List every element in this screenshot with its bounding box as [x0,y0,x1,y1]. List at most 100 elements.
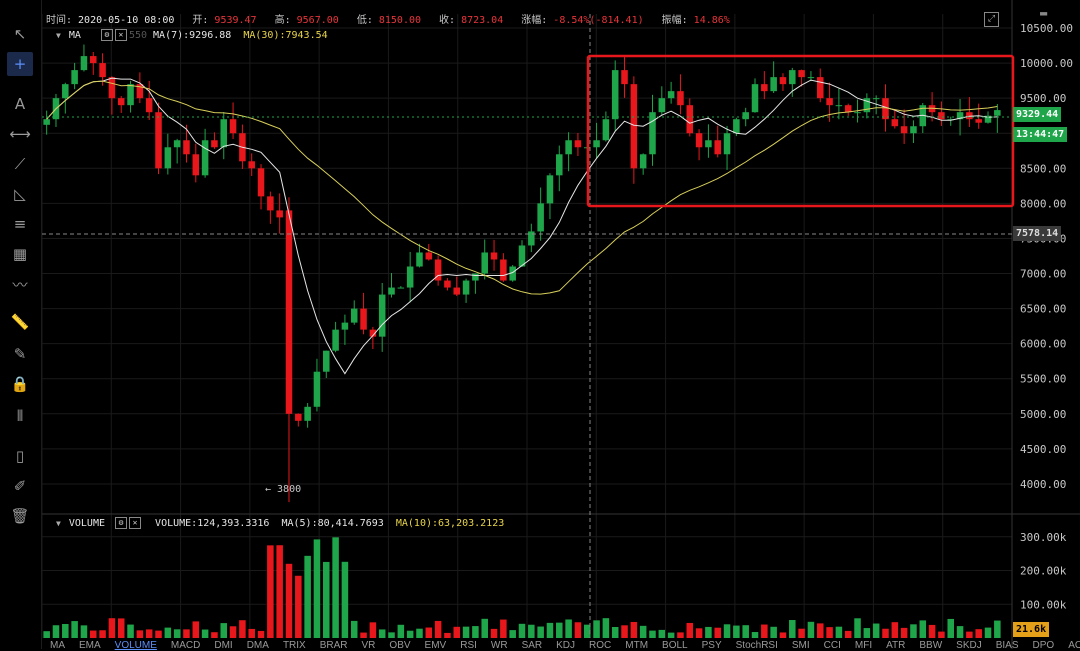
candle-body [863,98,871,113]
low-value: 8150.00 [378,15,422,26]
crosshair-icon[interactable]: + [7,52,33,76]
volume-bar [546,622,554,638]
tab-roc[interactable]: ROC [589,640,612,651]
candle-body [695,133,703,148]
triangle-icon[interactable]: ◺ [14,185,26,203]
collapse-arrow-icon[interactable]: ▼ [56,31,61,40]
candle-body [574,140,582,148]
tab-mtm[interactable]: MTM [625,640,649,651]
tab-atr[interactable]: ATR [886,640,906,651]
candle-body [416,252,423,267]
fib-grid-icon[interactable]: ▦ [12,245,28,263]
volume-bar [211,632,218,638]
volume-bar [313,539,321,638]
volume-bar [826,627,833,638]
ruler-icon[interactable]: 📏 [10,313,30,331]
candle-body [891,119,899,127]
tab-volume[interactable]: VOLUME [114,640,157,651]
measure-icon[interactable]: ⫴ [16,407,24,425]
candle-body [220,119,228,148]
volume-bar [714,627,721,638]
volume-badge: 21.6k [1013,622,1050,637]
tab-dpo[interactable]: DPO [1032,640,1055,651]
tab-bias[interactable]: BIAS [995,640,1019,651]
volume-bar [43,631,50,638]
volume-bar [900,627,908,638]
volume-bar [649,630,656,638]
candle-body [350,308,358,323]
settings-icon[interactable]: ⚙ [115,517,128,529]
arrow-cursor-icon[interactable]: ↖ [13,25,27,43]
settings-icon[interactable]: ⚙ [100,29,113,41]
wave-pattern-icon[interactable]: 〰 [12,275,28,294]
tab-mfi[interactable]: MFI [854,640,873,651]
volume-bar [341,561,349,638]
volume-bar [583,624,591,638]
tab-boll[interactable]: BOLL [662,640,688,651]
candle-body [742,112,749,120]
close-icon[interactable]: ✕ [129,517,142,529]
tab-macd[interactable]: MACD [170,640,201,651]
price-tick-label: 5500.00 [1020,373,1066,386]
candle-body [537,203,544,232]
tab-smi[interactable]: SMI [791,640,810,651]
tab-dma[interactable]: DMA [246,640,269,651]
volume-legend: ▼ VOLUME ⚙ ✕ VOLUME:124,393.3316 MA(5):80… [56,517,504,529]
volume-bar [947,618,954,638]
edit-icon[interactable]: ✐ [13,477,27,495]
lock-icon[interactable]: 🔒 [10,375,30,393]
fullscreen-icon[interactable]: ⤢ [984,12,999,27]
tab-wr[interactable]: WR [490,640,508,651]
tab-ma[interactable]: MA [50,640,65,651]
tab-ema[interactable]: EMA [79,640,101,651]
brush-icon[interactable]: ✎ [13,345,27,363]
text-icon[interactable]: A [14,95,26,113]
tab-stochrsi[interactable]: StochRSI [735,640,778,651]
close-icon[interactable]: ✕ [114,29,127,41]
collapse-arrow-icon[interactable]: ▼ [56,519,61,528]
volume-bar [220,623,228,638]
candle-body [975,119,982,123]
tab-trix[interactable]: TRIX [282,640,306,651]
price-tick-label: 4500.00 [1020,443,1066,456]
tab-dmi[interactable]: DMI [214,640,233,651]
candle-body [490,252,498,260]
volume-bar [117,618,125,638]
volume-bar [956,626,964,638]
parallel-channel-icon[interactable]: ≡ [13,215,27,233]
tab-obv[interactable]: OBV [389,640,411,651]
candle-body [71,70,78,85]
volume-bar [239,620,246,638]
tab-sar[interactable]: SAR [521,640,543,651]
candle-body [807,77,815,79]
trash-icon[interactable]: 🗑 [10,507,30,525]
tab-cci[interactable]: CCI [823,640,841,651]
volume-bar [761,624,768,638]
bookmark-icon[interactable]: ▯ [15,447,25,465]
tab-brar[interactable]: BRAR [319,640,348,651]
tab-emv[interactable]: EMV [424,640,447,651]
tab-rsi[interactable]: RSI [460,640,477,651]
volume-bar [779,632,787,638]
candle-body [136,84,144,99]
tab-vr[interactable]: VR [361,640,376,651]
tab-skdj[interactable]: SKDJ [956,640,982,651]
trend-line-icon[interactable]: ⟋ [14,155,26,173]
volume-tick-label: 300.00k [1020,531,1067,544]
tab-bbw[interactable]: BBW [919,640,943,651]
volume-bar [518,623,526,638]
volume-bar [80,625,88,638]
tab-psy[interactable]: PSY [701,640,722,651]
tab-kdj[interactable]: KDJ [556,640,576,651]
horizontal-line-icon[interactable]: ⟷ [9,125,31,143]
candle-body [360,308,367,330]
volume-bar [919,620,927,638]
tab-ao[interactable]: AO [1068,640,1080,651]
candle-body [630,84,638,169]
candle-body [276,210,283,218]
candle-body [43,119,50,125]
price-tick-label: 8000.00 [1020,197,1066,210]
candle-body [332,329,339,351]
minimize-icon[interactable]: ▬ [1040,6,1048,20]
